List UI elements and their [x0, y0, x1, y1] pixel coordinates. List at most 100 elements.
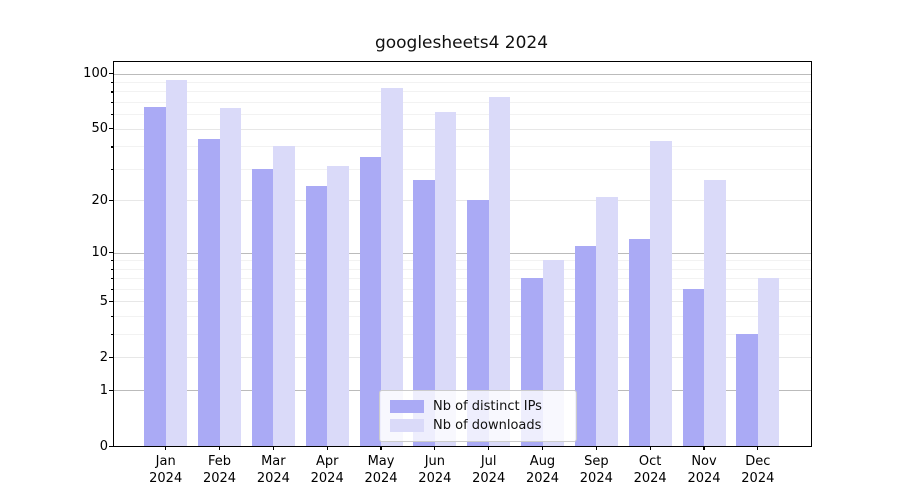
y-tick-label: 50 [91, 121, 108, 137]
legend-label-distinct-ips: Nb of distinct IPs [433, 399, 542, 414]
minor-gridline [114, 260, 811, 262]
minor-gridline [114, 278, 811, 280]
bar-downloads-oct [650, 140, 672, 446]
y-gridline [114, 357, 811, 359]
bar-downloads-sep [596, 196, 618, 446]
x-tick [595, 446, 597, 450]
bar-distinct-ips-jan [144, 106, 166, 446]
x-tick-label: Dec 2024 [741, 454, 775, 486]
y-tick-label: 20 [91, 192, 108, 208]
chart-title: googlesheets4 2024 [374, 33, 549, 53]
y-tick-label: 10 [91, 245, 108, 260]
bar-distinct-ips-nov [682, 288, 704, 446]
x-tick [326, 446, 328, 450]
x-tick-label: Oct 2024 [633, 454, 667, 486]
x-tick-label: Jun 2024 [418, 454, 452, 486]
bar-distinct-ips-sep [574, 245, 597, 446]
bar-downloads-apr [327, 166, 349, 446]
x-tick [649, 446, 651, 450]
bar-distinct-ips-feb [198, 138, 220, 446]
legend: Nb of distinct IPs Nb of downloads [379, 390, 577, 442]
x-tick-label: Mar 2024 [256, 454, 290, 486]
y-minor-tick [110, 91, 113, 93]
minor-gridline [114, 146, 811, 148]
y-tick-label: 5 [99, 293, 108, 309]
y-minor-tick [110, 288, 113, 291]
legend-item-downloads: Nb of downloads [390, 416, 566, 435]
minor-gridline [114, 82, 811, 83]
y-minor-tick [110, 102, 113, 104]
y-tick [109, 445, 113, 447]
x-tick [703, 446, 705, 450]
y-minor-tick [110, 82, 113, 84]
x-tick [165, 446, 167, 450]
y-minor-tick [110, 114, 113, 116]
x-tick-label: Jul 2024 [472, 454, 506, 486]
plot-area: 0 1 2 5 10 20 50 100 Jan 2024 Feb 2024 Mar 2024 Apr… [83, 61, 812, 486]
y-minor-tick [110, 278, 113, 280]
y-minor-tick [110, 260, 113, 262]
minor-gridline [114, 102, 811, 104]
bar-distinct-ips-jul [467, 200, 489, 446]
y-minor-tick [110, 316, 113, 318]
y-tick [109, 300, 113, 303]
x-tick-label: Feb 2024 [202, 454, 237, 486]
minor-gridline [114, 288, 811, 290]
y-tick [109, 252, 113, 254]
bar-distinct-ips-may [359, 156, 382, 446]
y-gridline [114, 73, 811, 75]
bar-downloads-feb [219, 107, 242, 446]
y-tick-label: 0 [99, 438, 108, 454]
legend-swatch-downloads [390, 419, 424, 432]
y-gridline [114, 252, 811, 254]
bar-downloads-mar [273, 146, 295, 446]
x-tick [272, 446, 274, 450]
x-tick [757, 446, 759, 450]
x-tick [380, 446, 382, 450]
bar-downloads-jun [434, 111, 457, 446]
bar-distinct-ips-oct [628, 239, 651, 446]
bar-downloads-jan [165, 80, 188, 446]
y-tick [109, 389, 113, 391]
y-minor-tick [110, 268, 113, 270]
x-tick-label: Aug 2024 [525, 454, 560, 486]
minor-gridline [114, 91, 811, 93]
legend-label-downloads: Nb of downloads [433, 418, 542, 433]
bar-distinct-ips-jun [413, 180, 435, 446]
x-tick-label: Jan 2024 [149, 454, 183, 486]
legend-swatch-distinct-ips [390, 400, 424, 413]
bar-downloads-dec [757, 278, 780, 446]
x-tick [488, 446, 490, 450]
y-tick-label: 2 [99, 349, 108, 365]
bar-distinct-ips-apr [305, 186, 328, 446]
minor-gridline [114, 316, 811, 318]
x-tick [434, 446, 436, 450]
minor-gridline [114, 268, 811, 270]
minor-gridline [114, 114, 811, 116]
y-tick-label: 100 [83, 66, 108, 82]
bar-distinct-ips-dec [736, 334, 758, 446]
x-tick-label: Nov 2024 [687, 454, 721, 486]
minor-gridline [114, 334, 811, 336]
bar-downloads-nov [704, 180, 726, 446]
x-tick-label: May 2024 [364, 454, 398, 486]
y-gridline [114, 200, 811, 202]
y-tick [109, 199, 113, 202]
bar-downloads-jul [488, 96, 511, 446]
x-tick [218, 446, 221, 450]
y-tick-label: 1 [99, 382, 108, 398]
x-tick-label: Sep 2024 [579, 454, 613, 486]
x-tick [541, 446, 544, 450]
minor-gridline [114, 168, 811, 170]
y-minor-tick [110, 146, 113, 148]
y-minor-tick [110, 168, 113, 171]
bar-distinct-ips-mar [251, 168, 274, 446]
y-tick [109, 73, 113, 75]
x-tick-label: Apr 2024 [310, 454, 344, 486]
y-tick [109, 128, 113, 130]
legend-item-distinct-ips: Nb of distinct IPs [390, 397, 566, 416]
bar-downloads-may [381, 88, 403, 446]
y-gridline [114, 301, 811, 303]
y-minor-tick [110, 334, 113, 336]
